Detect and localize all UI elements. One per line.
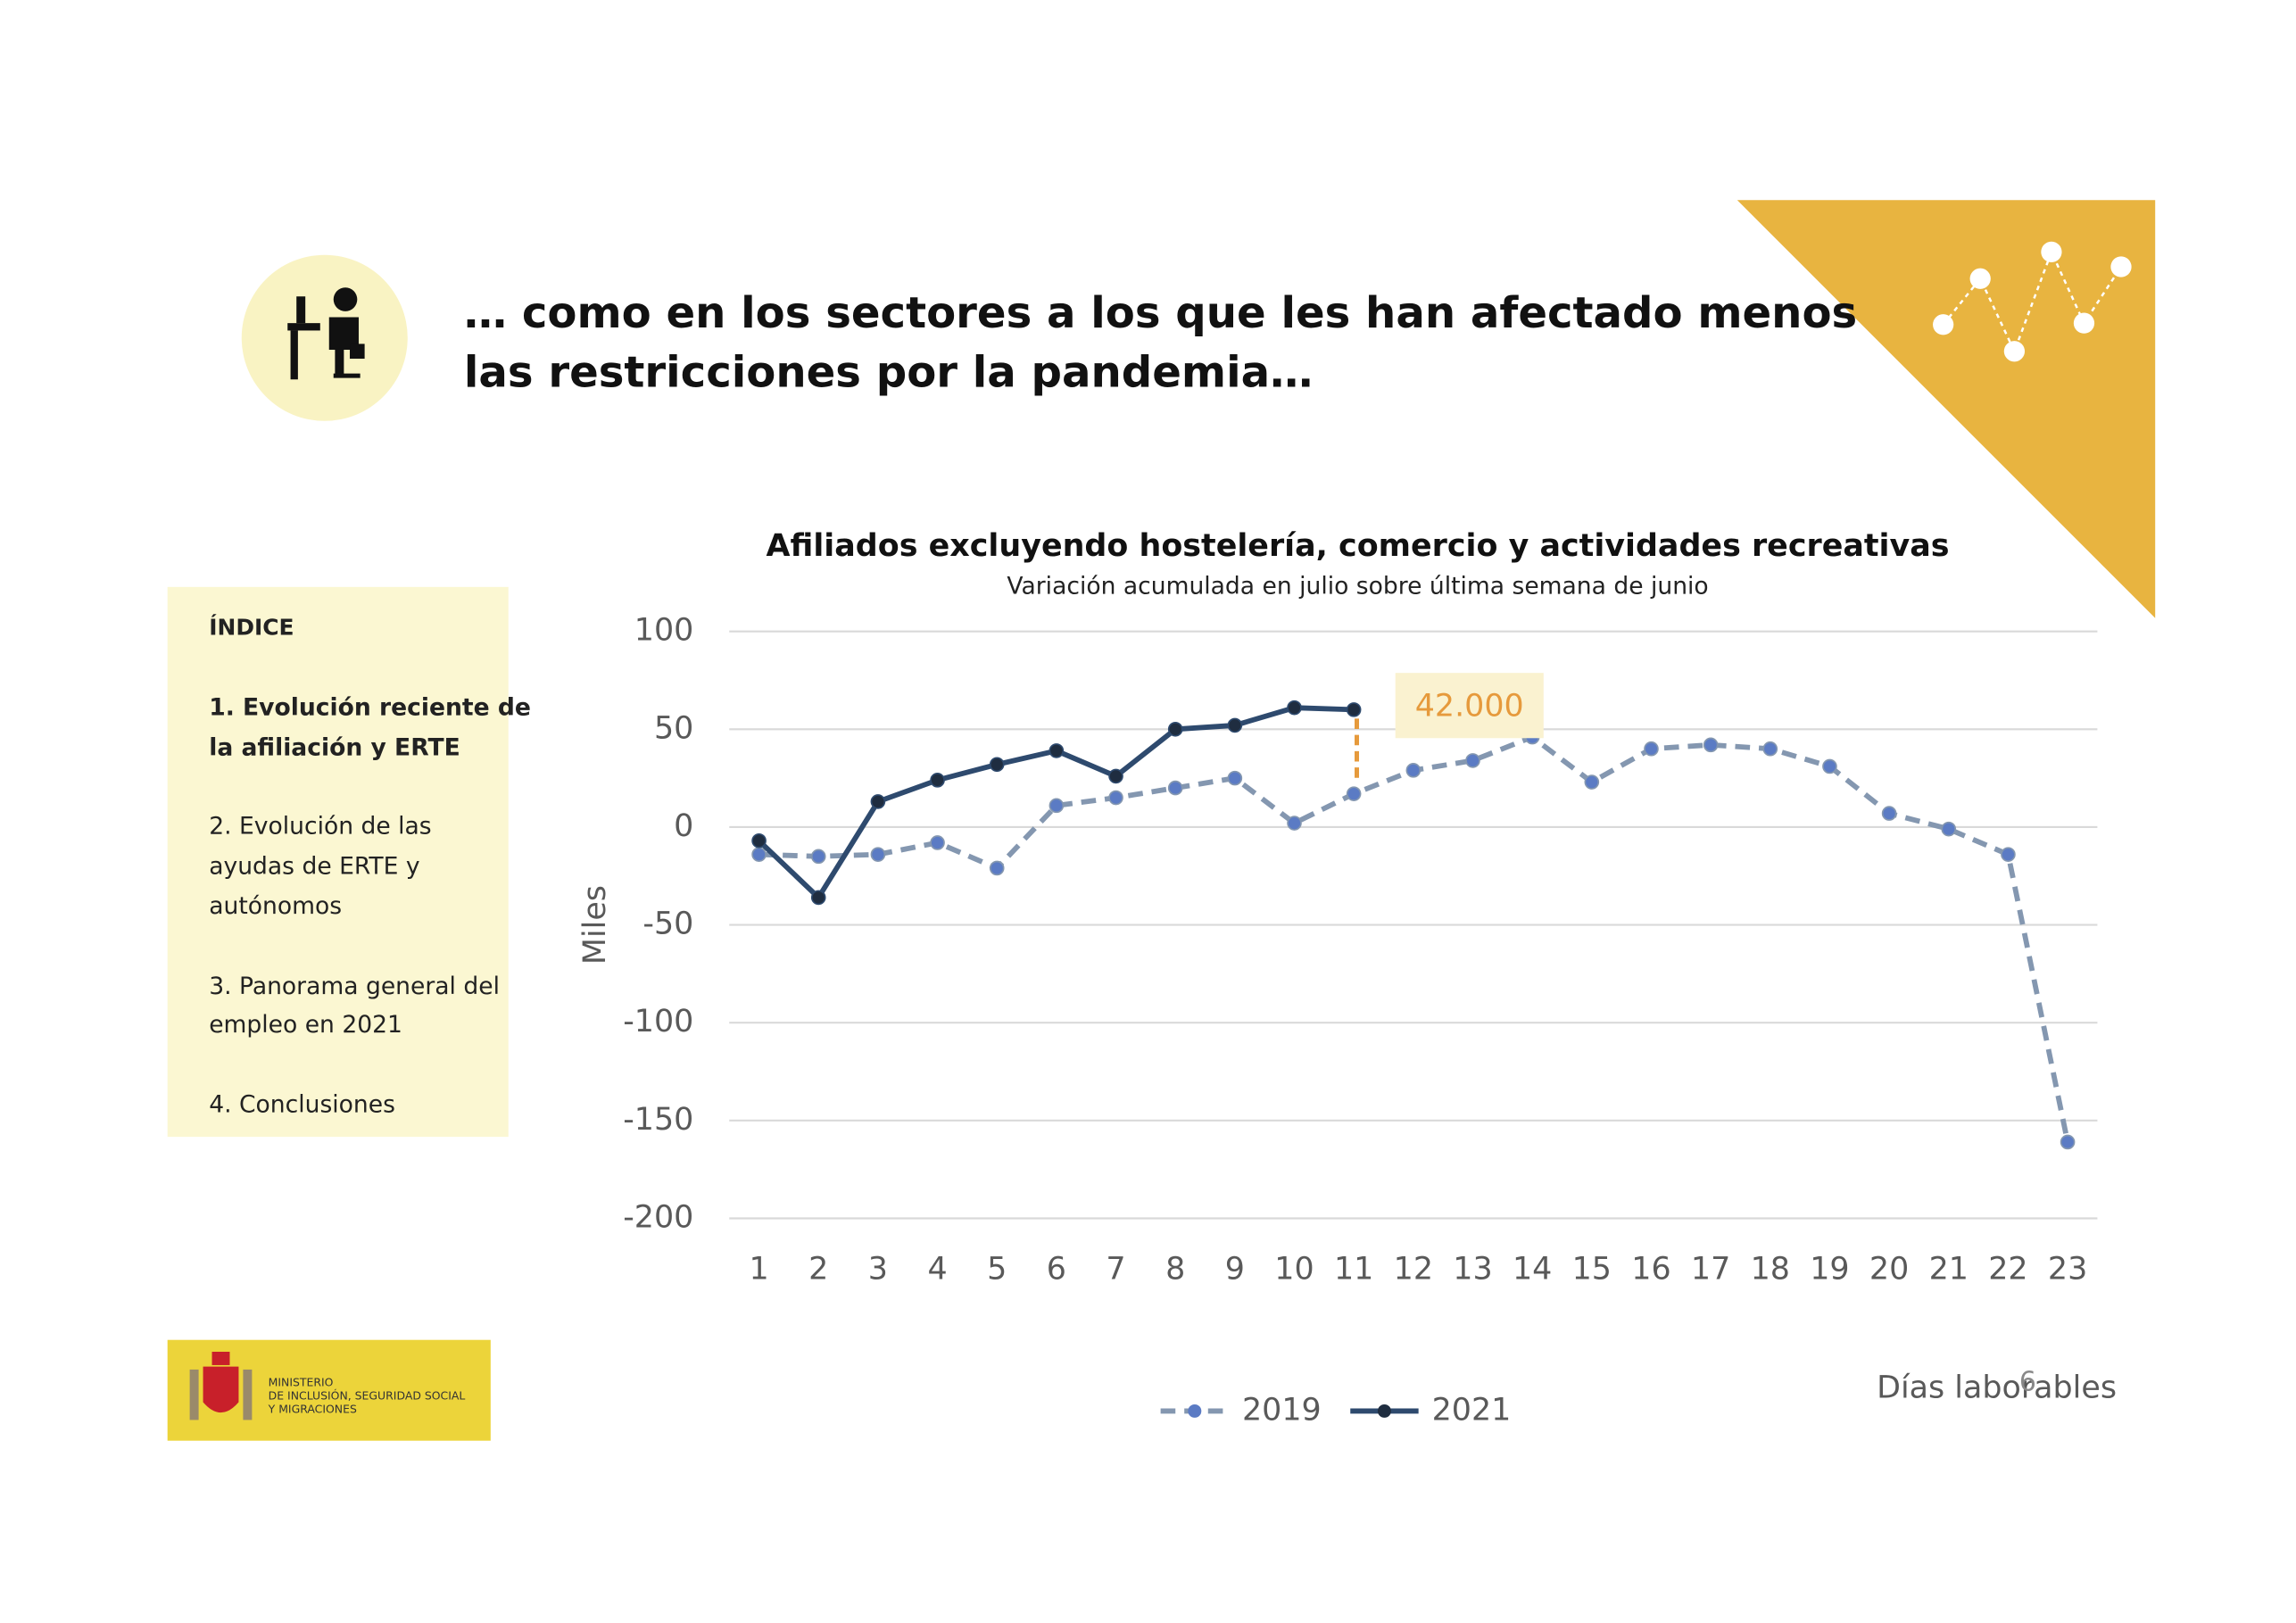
legend-marker: [1377, 1404, 1391, 1418]
y-tick-label: 50: [654, 710, 693, 746]
header-title: … como en los sectores a los que les han…: [464, 288, 1857, 338]
index-item: 2. Evolución de las: [209, 812, 431, 840]
x-tick-label: 12: [1394, 1252, 1433, 1288]
y-tick-label: 100: [634, 613, 694, 649]
page-number: 6: [2019, 1366, 2036, 1397]
x-tick-label: 19: [1810, 1252, 1849, 1288]
series-marker: [1287, 816, 1302, 831]
series-marker: [870, 847, 886, 862]
index-item: 3. Panorama general del: [209, 973, 500, 1000]
header-title: las restricciones por la pandemia…: [464, 347, 1313, 397]
series-marker: [1167, 780, 1183, 796]
series-marker: [930, 835, 945, 850]
x-tick-label: 23: [2048, 1252, 2087, 1288]
series-marker: [751, 832, 767, 849]
legend-marker: [1188, 1404, 1202, 1418]
series-marker: [1465, 753, 1480, 768]
y-tick-label: -200: [623, 1199, 693, 1235]
series-marker: [810, 849, 826, 865]
x-tick-label: 17: [1691, 1252, 1730, 1288]
x-tick-label: 1: [749, 1252, 768, 1288]
series-marker: [2060, 1134, 2076, 1150]
annotation-box: [1395, 673, 1544, 739]
x-tick-label: 18: [1751, 1252, 1790, 1288]
series-marker: [1108, 790, 1123, 806]
index-item: autónomos: [209, 892, 342, 920]
series-marker: [1405, 763, 1422, 778]
series-marker: [2001, 847, 2016, 862]
series-marker: [1346, 786, 1362, 801]
chart-title: Afiliados excluyendo hostelería, comerci…: [767, 528, 1950, 564]
x-axis-label: Días laborables: [1877, 1370, 2117, 1406]
series-marker: [870, 794, 886, 809]
series-marker: [1584, 774, 1600, 790]
annotation-label: 42.000: [1415, 688, 1524, 724]
series-marker: [751, 847, 767, 862]
logo-line: Y MIGRACIONES: [268, 1402, 357, 1415]
coat-of-arms: [189, 1352, 253, 1420]
series-marker: [1346, 702, 1362, 717]
x-tick-label: 16: [1631, 1252, 1670, 1288]
x-tick-label: 10: [1274, 1252, 1314, 1288]
series-marker: [1167, 721, 1183, 737]
series-marker: [1822, 758, 1837, 774]
corner-triangle: [1737, 200, 2156, 618]
x-tick-label: 9: [1225, 1252, 1245, 1288]
logo-line: MINISTERIO: [269, 1375, 334, 1388]
x-tick-label: 22: [1988, 1252, 2027, 1288]
y-tick-label: 0: [674, 808, 693, 844]
series-marker: [930, 773, 945, 788]
index-item: la afiliación y ERTE: [209, 733, 460, 761]
x-tick-label: 3: [868, 1252, 888, 1288]
x-tick-label: 21: [1929, 1252, 1969, 1288]
y-tick-label: -100: [623, 1004, 693, 1039]
x-tick-label: 14: [1513, 1252, 1552, 1288]
x-tick-label: 2: [808, 1252, 828, 1288]
worker-icon: [287, 287, 365, 380]
x-tick-label: 5: [987, 1252, 1007, 1288]
icon-circle: [241, 254, 408, 421]
series-marker: [989, 757, 1005, 773]
x-tick-label: 13: [1453, 1252, 1492, 1288]
x-tick-label: 8: [1165, 1252, 1185, 1288]
legend-label: 2021: [1432, 1392, 1512, 1428]
series-marker: [1287, 700, 1302, 716]
corner-icon: [1933, 241, 2132, 362]
index-items: 1. Evolución reciente de la afiliación y …: [209, 694, 531, 1119]
index-box: [167, 586, 509, 1138]
chart-subtitle: Variación acumulada en julio sobre últim…: [1007, 572, 1708, 600]
series-marker: [1703, 737, 1719, 753]
index-item: ayudas de ERTE y: [209, 852, 419, 880]
index-item: 4. Conclusiones: [209, 1091, 395, 1119]
index-item: 1. Evolución reciente de: [209, 694, 531, 722]
series-marker: [1049, 798, 1065, 814]
series-marker: [1227, 717, 1243, 733]
series-marker: [1881, 806, 1897, 821]
index-item: empleo en 2021: [209, 1011, 402, 1039]
series-marker: [810, 890, 826, 906]
x-tick-label: 4: [927, 1252, 947, 1288]
x-tick-label: 6: [1047, 1252, 1066, 1288]
index-heading: ÍNDICE: [209, 614, 294, 640]
logo-line: DE INCLUSIÓN, SEGURIDAD SOCIAL: [269, 1388, 466, 1402]
x-tick-label: 15: [1572, 1252, 1612, 1288]
x-tick-label: 20: [1869, 1252, 1909, 1288]
series-marker: [1227, 770, 1243, 786]
x-tick-label: 7: [1106, 1252, 1125, 1288]
series-marker: [1941, 821, 1957, 837]
series-marker: [1049, 743, 1065, 758]
y-tick-label: -50: [642, 907, 693, 942]
y-tick-label: -150: [623, 1102, 693, 1138]
x-tick-label: 11: [1334, 1252, 1373, 1288]
y-axis-label: Miles: [577, 885, 613, 965]
legend-label: 2019: [1242, 1392, 1322, 1428]
series-marker: [989, 860, 1005, 876]
series-marker: [1108, 768, 1123, 784]
series-marker: [1644, 741, 1659, 757]
series-marker: [1762, 741, 1778, 757]
